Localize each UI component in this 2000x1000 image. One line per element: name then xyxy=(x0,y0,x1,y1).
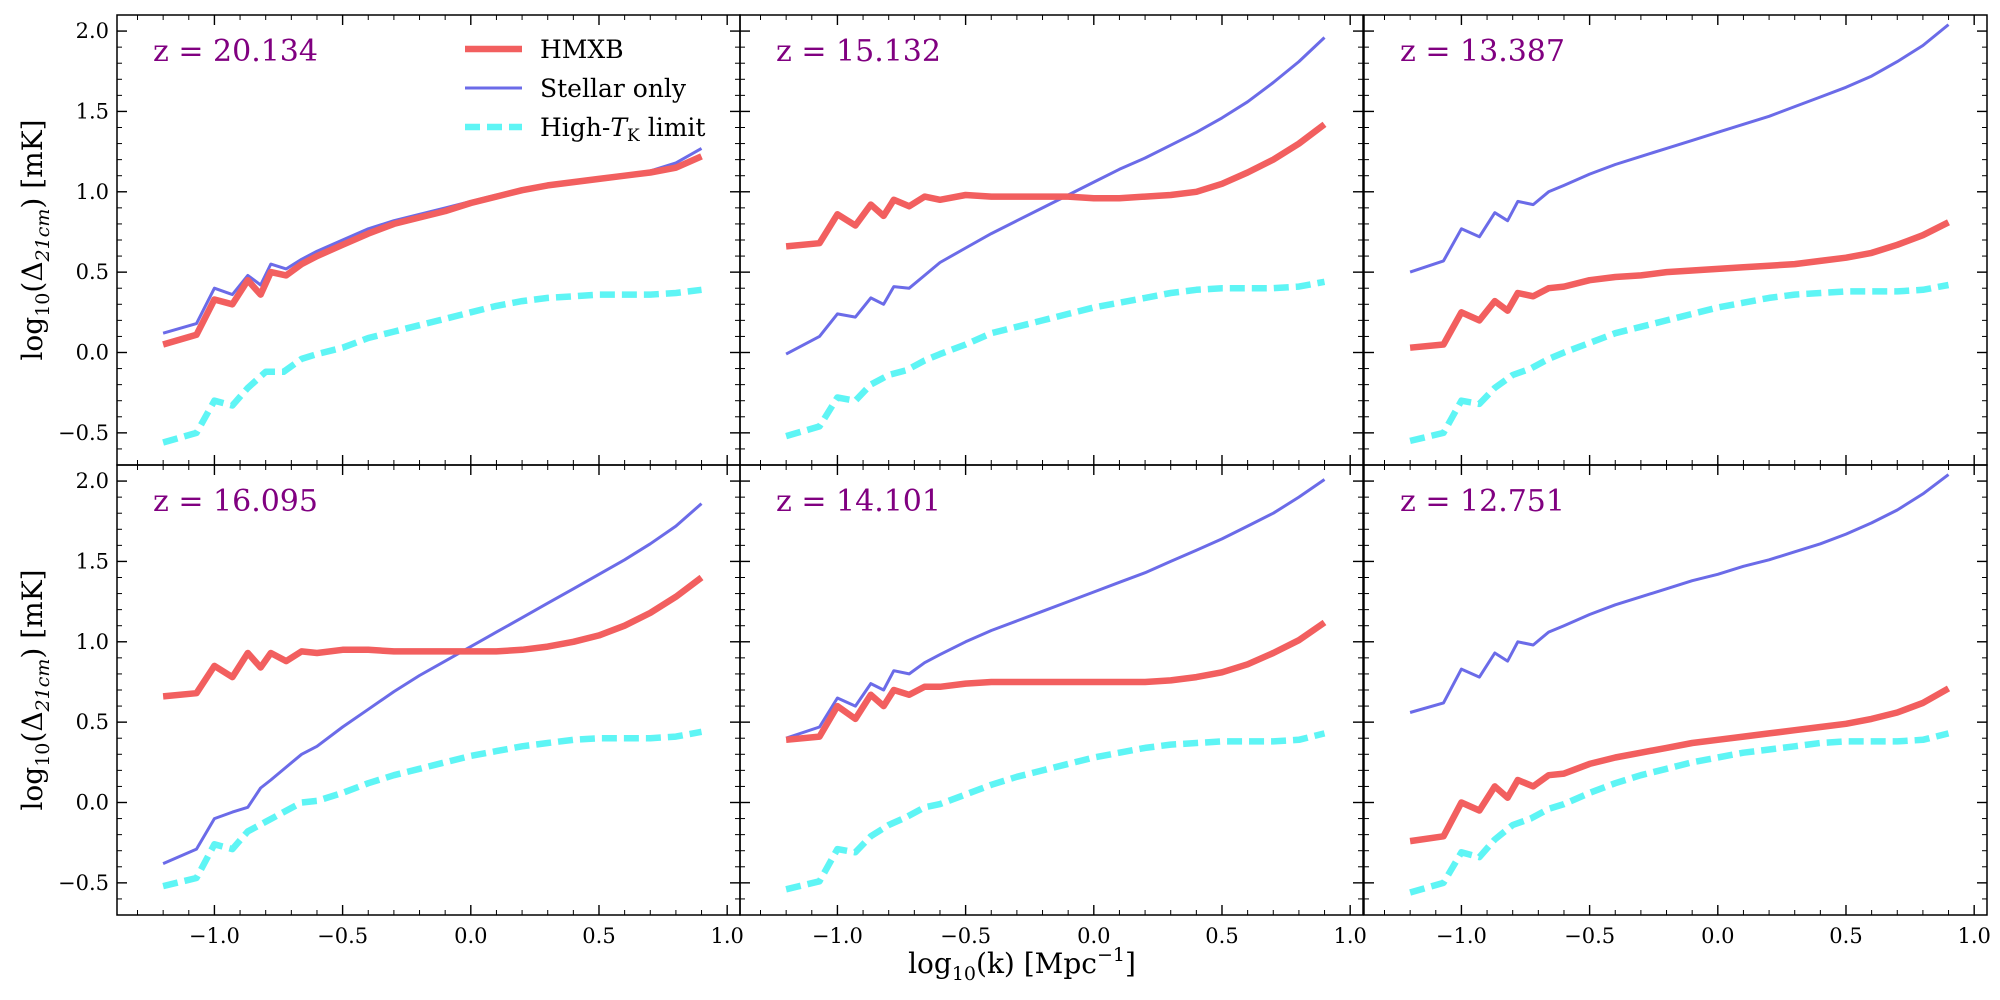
y-axis-label-top: log10(Δ21cm) [mK] xyxy=(16,119,54,360)
x-axis-label: log10(k) [Mpc−1] xyxy=(908,944,1136,985)
x-tick-label: 1.0 xyxy=(1333,924,1366,948)
x-tick-label: 0.5 xyxy=(1829,924,1862,948)
series-stellar-only xyxy=(162,502,703,865)
series-hmxb xyxy=(1409,219,1950,351)
panel-redshift-label: z = 16.095 xyxy=(153,484,318,519)
legend: HMXB Stellar only High-TK limit xyxy=(465,35,705,146)
x-tick-label: −1.0 xyxy=(1436,924,1487,948)
series-stellar-only xyxy=(1409,23,1950,274)
panel-3: z = 13.387 xyxy=(1363,14,1988,466)
series-high-tk-limit xyxy=(162,728,703,890)
x-tick-label: −0.5 xyxy=(940,924,991,948)
x-tick-label: −1.0 xyxy=(812,924,863,948)
panel-redshift-label: z = 20.134 xyxy=(153,34,318,69)
y-tick-label: 0.0 xyxy=(76,341,109,365)
y-tick-label: −0.5 xyxy=(58,871,109,895)
y-tick-label: 0.5 xyxy=(76,260,109,284)
panel-5: −1.0 −0.5 0.0 0.5 1.0 z = 14.101 xyxy=(739,464,1367,948)
y-tick-label: 1.5 xyxy=(76,99,109,123)
y-tick-label: −0.5 xyxy=(58,421,109,445)
series-stellar-only xyxy=(1409,473,1950,714)
series-stellar-only xyxy=(785,36,1326,356)
y-axis-label-bottom: log10(Δ21cm) [mK] xyxy=(16,569,54,810)
panel-redshift-label: z = 13.387 xyxy=(1400,34,1565,69)
y-tick-label: 0.5 xyxy=(76,710,109,734)
x-tick-label: 0.5 xyxy=(582,924,615,948)
series-high-tk-limit xyxy=(785,730,1326,893)
x-tick-label: 0.0 xyxy=(454,924,487,948)
panel-redshift-label: z = 15.132 xyxy=(776,34,941,69)
x-tick-label: 0.0 xyxy=(1077,924,1110,948)
axes-frame xyxy=(1363,464,1988,916)
legend-hmxb-label: HMXB xyxy=(540,35,624,64)
panel-redshift-label: z = 14.101 xyxy=(776,484,941,519)
series-hmxb xyxy=(785,619,1327,744)
series-high-tk-limit xyxy=(162,286,702,446)
series-hmxb xyxy=(785,121,1327,250)
y-tick-label: 2.0 xyxy=(76,19,109,43)
panel-2: z = 15.132 xyxy=(739,14,1364,466)
x-tick-label: −0.5 xyxy=(1564,924,1615,948)
series-hmxb xyxy=(162,574,704,700)
series-stellar-only xyxy=(785,478,1326,740)
panel-6: −1.0 −0.5 0.0 0.5 1.0 z = 12.751 xyxy=(1363,464,1991,948)
x-tick-label: 0.5 xyxy=(1205,924,1238,948)
y-tick-label: 0.0 xyxy=(76,791,109,815)
series-hmxb xyxy=(1409,685,1951,845)
series-hmxb xyxy=(162,153,703,348)
y-tick-label: 1.0 xyxy=(76,630,109,654)
series-high-tk-limit xyxy=(1409,730,1950,896)
panel-4: −1.0 −0.5 0.0 0.5 1.0 −0.5 0.0 0.5 1.0 1.5 2.0 z = … xyxy=(58,464,744,948)
series-high-tk-limit xyxy=(1409,281,1950,445)
legend-hightk-label: High-TK limit xyxy=(540,113,705,146)
panel-redshift-label: z = 12.751 xyxy=(1400,484,1565,519)
x-tick-label: −0.5 xyxy=(317,924,368,948)
y-tick-label: 1.5 xyxy=(76,549,109,573)
axes-frame xyxy=(739,464,1364,916)
y-tick-label: 2.0 xyxy=(76,469,109,493)
panels: −0.5 0.0 0.5 1.0 1.5 2.0 z = 20.134 z = 15.132 z… xyxy=(58,14,1991,948)
axes-frame xyxy=(1363,14,1988,466)
legend-stellar-label: Stellar only xyxy=(540,74,687,103)
x-tick-label: 1.0 xyxy=(710,924,743,948)
x-tick-label: 1.0 xyxy=(1957,924,1990,948)
axes-frame xyxy=(739,14,1364,466)
y-tick-label: 1.0 xyxy=(76,180,109,204)
panel-1: −0.5 0.0 0.5 1.0 1.5 2.0 z = 20.134 xyxy=(58,14,741,466)
x-tick-label: −1.0 xyxy=(189,924,240,948)
x-tick-label: 0.0 xyxy=(1701,924,1734,948)
